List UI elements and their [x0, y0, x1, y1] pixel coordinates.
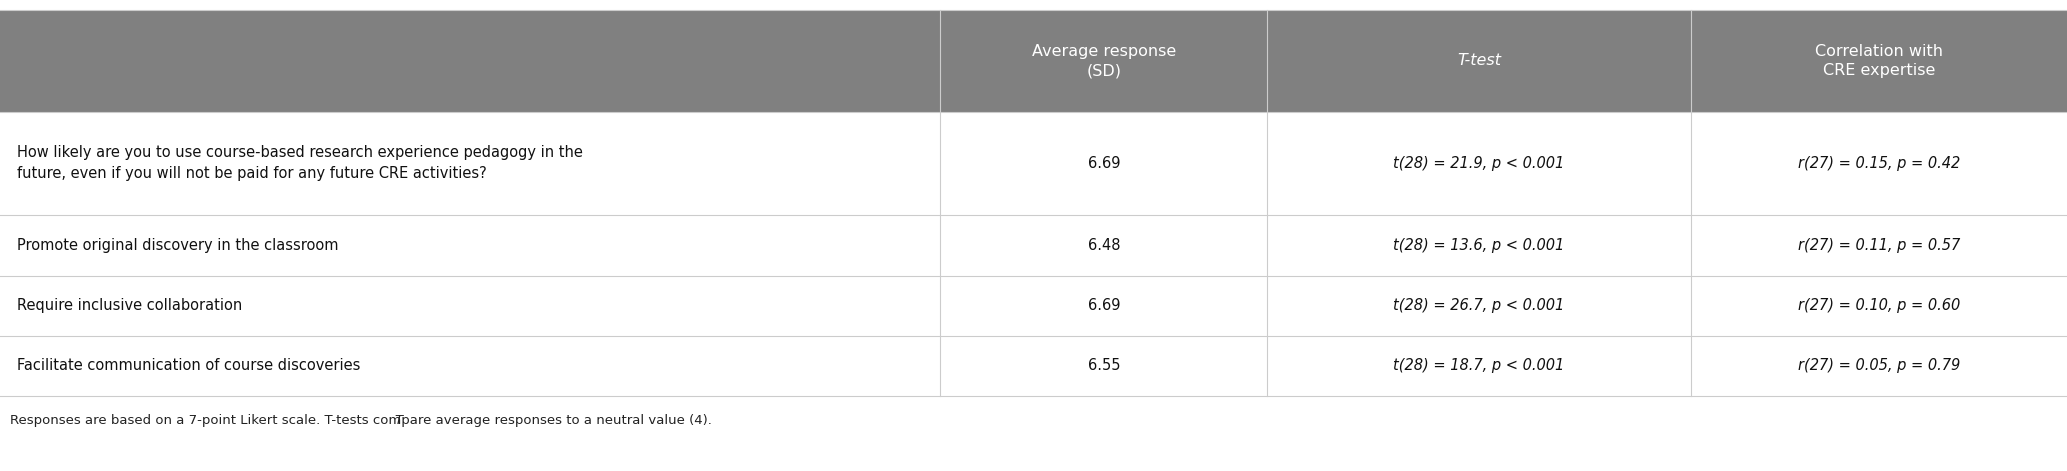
Text: 6.48: 6.48	[1087, 238, 1120, 253]
Text: T: T	[395, 414, 403, 427]
Bar	[0, 276, 2067, 336]
Text: r(27) = 0.11, p = 0.57: r(27) = 0.11, p = 0.57	[1798, 238, 1960, 253]
Text: 6.69: 6.69	[1087, 298, 1120, 313]
Text: r(27) = 0.15, p = 0.42: r(27) = 0.15, p = 0.42	[1798, 156, 1960, 171]
Bar	[0, 215, 2067, 276]
Text: How likely are you to use course-based research experience pedagogy in the
futur: How likely are you to use course-based r…	[17, 146, 583, 181]
Text: Facilitate communication of course discoveries: Facilitate communication of course disco…	[17, 358, 360, 374]
Text: t(28) = 13.6, p < 0.001: t(28) = 13.6, p < 0.001	[1393, 238, 1565, 253]
Text: 6.69: 6.69	[1087, 156, 1120, 171]
Text: t(28) = 18.7, p < 0.001: t(28) = 18.7, p < 0.001	[1393, 358, 1565, 374]
Text: Average response
(SD): Average response (SD)	[1031, 44, 1176, 78]
Text: T-test: T-test	[1457, 54, 1501, 68]
Text: Promote original discovery in the classroom: Promote original discovery in the classr…	[17, 238, 339, 253]
Bar	[0, 10, 2067, 112]
Text: t(28) = 21.9, p < 0.001: t(28) = 21.9, p < 0.001	[1393, 156, 1565, 171]
Bar	[0, 112, 2067, 215]
Text: r(27) = 0.05, p = 0.79: r(27) = 0.05, p = 0.79	[1798, 358, 1960, 374]
Text: 6.55: 6.55	[1087, 358, 1120, 374]
Text: Require inclusive collaboration: Require inclusive collaboration	[17, 298, 242, 313]
Text: r(27) = 0.10, p = 0.60: r(27) = 0.10, p = 0.60	[1798, 298, 1960, 313]
Bar	[0, 336, 2067, 396]
Text: Correlation with
CRE expertise: Correlation with CRE expertise	[1815, 44, 1943, 78]
Text: Responses are based on a 7-point Likert scale. T-tests compare average responses: Responses are based on a 7-point Likert …	[10, 414, 713, 427]
Text: t(28) = 26.7, p < 0.001: t(28) = 26.7, p < 0.001	[1393, 298, 1565, 313]
